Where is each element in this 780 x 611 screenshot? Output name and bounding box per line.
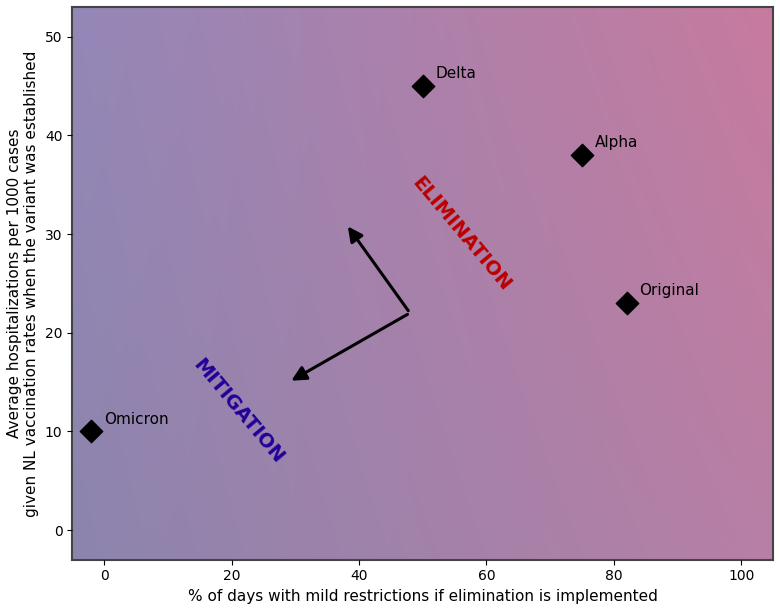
Point [576, 150, 588, 160]
Text: MITIGATION: MITIGATION [189, 356, 287, 467]
Text: Original: Original [640, 283, 699, 298]
Text: Alpha: Alpha [594, 135, 638, 150]
Y-axis label: Average hospitalizations per 1000 cases
given NL vaccination rates when the vari: Average hospitalizations per 1000 cases … [7, 50, 39, 516]
Point [620, 298, 633, 308]
Text: Omicron: Omicron [104, 411, 168, 426]
Point [85, 426, 98, 436]
Point [417, 81, 429, 91]
Text: Delta: Delta [435, 66, 477, 81]
X-axis label: % of days with mild restrictions if elimination is implemented: % of days with mild restrictions if elim… [188, 589, 658, 604]
Text: ELIMINATION: ELIMINATION [408, 174, 514, 295]
